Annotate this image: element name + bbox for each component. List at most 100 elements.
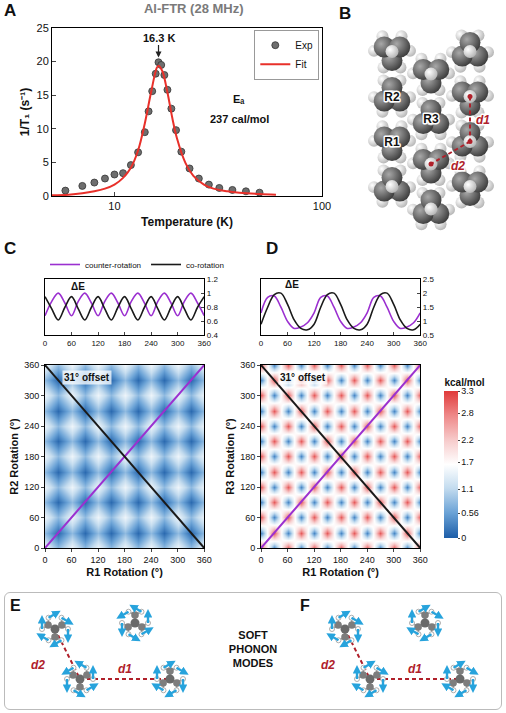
svg-text:240: 240 <box>144 555 159 565</box>
svg-text:1.2: 1.2 <box>207 275 219 284</box>
svg-text:counter-rotation: counter-rotation <box>85 261 141 270</box>
svg-text:60: 60 <box>67 339 76 348</box>
svg-text:240: 240 <box>144 339 158 348</box>
svg-text:SOFT: SOFT <box>238 629 268 641</box>
svg-text:237 cal/mol: 237 cal/mol <box>210 113 269 125</box>
svg-text:240: 240 <box>24 421 39 431</box>
svg-text:180: 180 <box>118 339 132 348</box>
svg-text:1.1: 1.1 <box>461 484 474 494</box>
svg-text:d1: d1 <box>476 113 490 127</box>
svg-text:MODES: MODES <box>233 657 273 669</box>
svg-text:d1: d1 <box>118 662 132 676</box>
svg-text:0.5: 0.5 <box>423 331 435 340</box>
svg-text:60: 60 <box>283 555 293 565</box>
svg-text:300: 300 <box>170 555 185 565</box>
svg-text:180: 180 <box>333 555 348 565</box>
svg-text:300: 300 <box>387 339 401 348</box>
svg-text:180: 180 <box>240 452 255 462</box>
svg-text:B: B <box>339 4 351 23</box>
svg-text:20: 20 <box>37 55 49 67</box>
svg-text:d1: d1 <box>408 662 422 676</box>
svg-text:1.7: 1.7 <box>461 457 474 467</box>
svg-text:240: 240 <box>240 421 255 431</box>
svg-text:60: 60 <box>245 513 255 523</box>
svg-text:180: 180 <box>117 555 132 565</box>
svg-text:R2: R2 <box>384 90 400 104</box>
svg-text:0: 0 <box>43 190 49 202</box>
svg-text:2: 2 <box>423 289 428 298</box>
svg-text:PHONON: PHONON <box>229 643 277 655</box>
svg-text:10: 10 <box>108 200 120 212</box>
svg-text:31° offset: 31° offset <box>280 372 326 383</box>
svg-text:60: 60 <box>283 339 292 348</box>
svg-text:R1 Rotation (°): R1 Rotation (°) <box>302 566 379 578</box>
svg-text:120: 120 <box>24 482 39 492</box>
svg-text:Exp: Exp <box>295 40 313 51</box>
svg-text:2.5: 2.5 <box>423 275 435 284</box>
svg-text:0: 0 <box>42 555 47 565</box>
svg-text:0: 0 <box>259 555 264 565</box>
svg-text:ΔE: ΔE <box>285 279 299 290</box>
svg-text:10: 10 <box>37 123 49 135</box>
svg-text:0: 0 <box>250 543 255 553</box>
svg-text:3.3: 3.3 <box>461 386 474 396</box>
svg-text:120: 120 <box>240 482 255 492</box>
svg-text:60: 60 <box>67 555 77 565</box>
svg-text:360: 360 <box>198 339 212 348</box>
svg-text:25: 25 <box>37 22 49 34</box>
svg-text:0: 0 <box>461 533 466 543</box>
svg-text:0.56: 0.56 <box>461 508 479 518</box>
svg-text:16.3 K: 16.3 K <box>143 32 175 44</box>
svg-text:360: 360 <box>197 555 212 565</box>
svg-text:300: 300 <box>24 391 39 401</box>
svg-text:5: 5 <box>43 156 49 168</box>
svg-text:R1 Rotation (°): R1 Rotation (°) <box>86 566 163 578</box>
svg-text:R2 Rotation (°): R2 Rotation (°) <box>8 418 20 495</box>
svg-text:180: 180 <box>24 452 39 462</box>
svg-text:d2: d2 <box>451 159 465 173</box>
svg-text:0: 0 <box>259 339 264 348</box>
svg-text:31° offset: 31° offset <box>64 372 110 383</box>
svg-text:R3: R3 <box>423 112 439 126</box>
svg-text:d2: d2 <box>31 658 45 672</box>
svg-text:120: 120 <box>91 555 106 565</box>
svg-text:300: 300 <box>240 391 255 401</box>
svg-text:Temperature (K): Temperature (K) <box>141 215 233 229</box>
svg-text:60: 60 <box>29 513 39 523</box>
svg-text:120: 120 <box>307 339 321 348</box>
svg-text:360: 360 <box>24 360 39 370</box>
svg-text:2.8: 2.8 <box>461 408 474 418</box>
svg-text:kcal/mol: kcal/mol <box>445 377 485 388</box>
svg-text:R3 Rotation (°): R3 Rotation (°) <box>224 418 236 495</box>
svg-text:E: E <box>10 597 21 614</box>
svg-text:d2: d2 <box>321 658 335 672</box>
svg-text:1: 1 <box>423 317 428 326</box>
svg-text:1/T₁ (s⁻¹): 1/T₁ (s⁻¹) <box>18 88 32 136</box>
svg-text:180: 180 <box>334 339 348 348</box>
svg-text:360: 360 <box>240 360 255 370</box>
svg-text:Al-FTR (28 MHz): Al-FTR (28 MHz) <box>144 1 244 16</box>
svg-text:300: 300 <box>386 555 401 565</box>
svg-text:0.6: 0.6 <box>207 317 219 326</box>
svg-text:F: F <box>300 597 310 614</box>
svg-text:300: 300 <box>171 339 185 348</box>
svg-text:0: 0 <box>43 339 48 348</box>
svg-text:Fit: Fit <box>295 59 306 70</box>
svg-text:1: 1 <box>207 289 212 298</box>
svg-text:0: 0 <box>34 543 39 553</box>
svg-text:0.8: 0.8 <box>207 303 219 312</box>
svg-text:co-rotation: co-rotation <box>186 261 224 270</box>
svg-text:ΔE: ΔE <box>71 281 85 292</box>
svg-text:120: 120 <box>307 555 322 565</box>
svg-text:Eₐ: Eₐ <box>233 93 245 105</box>
svg-text:360: 360 <box>413 555 428 565</box>
svg-text:1.5: 1.5 <box>423 303 435 312</box>
svg-text:360: 360 <box>414 339 428 348</box>
svg-text:0.4: 0.4 <box>207 331 219 340</box>
svg-text:240: 240 <box>360 339 374 348</box>
svg-text:240: 240 <box>360 555 375 565</box>
svg-text:R1: R1 <box>384 135 400 149</box>
svg-text:120: 120 <box>91 339 105 348</box>
svg-text:100: 100 <box>313 200 331 212</box>
svg-text:2.2: 2.2 <box>461 435 474 445</box>
